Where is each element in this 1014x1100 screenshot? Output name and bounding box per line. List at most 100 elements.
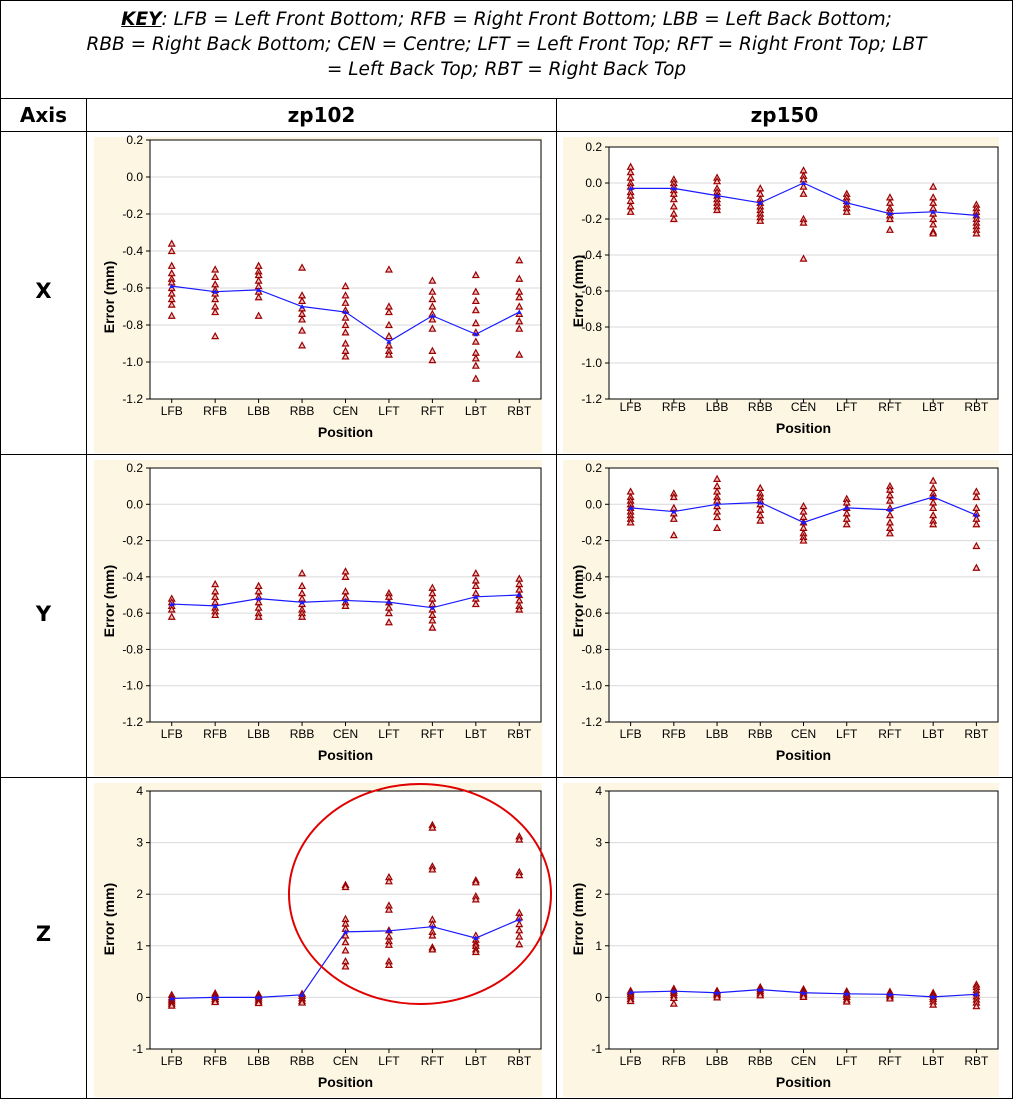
x-tick-label-x-zp102: LFT bbox=[378, 404, 400, 418]
data-point-x-zp150 bbox=[713, 205, 722, 214]
data-point-x-zp102 bbox=[384, 320, 393, 329]
data-point-y-zp102 bbox=[298, 581, 307, 590]
chart-cell-x-zp150 bbox=[557, 132, 1012, 455]
data-point-x-zp102 bbox=[211, 265, 220, 273]
chart-cell-y-zp150 bbox=[557, 455, 1012, 778]
mean-marker-z-zp102 bbox=[386, 928, 392, 933]
data-point-x-zp150 bbox=[799, 254, 808, 262]
mean-marker-y-zp150 bbox=[930, 494, 936, 500]
data-point-y-zp150 bbox=[669, 530, 678, 539]
mean-marker-z-zp150 bbox=[887, 991, 893, 997]
data-point-z-zp102 bbox=[341, 962, 350, 970]
x-tick-label-x-zp150: LFB bbox=[620, 400, 642, 414]
data-point-z-zp102 bbox=[341, 882, 350, 891]
mean-marker-z-zp150 bbox=[801, 990, 806, 995]
data-point-x-zp102 bbox=[298, 326, 307, 334]
data-point-x-zp102 bbox=[471, 318, 480, 327]
x-tick-label-z-zp150: RFT bbox=[878, 1054, 902, 1068]
data-point-z-zp102 bbox=[471, 878, 480, 886]
y-axis-title-y-zp150: Error (mm) bbox=[570, 565, 586, 637]
data-point-x-zp102 bbox=[167, 239, 176, 247]
y-tick-label-x-zp150: -1.0 bbox=[581, 356, 602, 370]
x-tick-label-x-zp150: CEN bbox=[791, 400, 816, 414]
x-axis-title-x-zp102: Position bbox=[318, 424, 373, 440]
mean-marker-y-zp150 bbox=[671, 509, 677, 514]
data-point-x-zp150 bbox=[929, 182, 938, 190]
x-tick-label-y-zp102: CEN bbox=[333, 727, 358, 741]
data-point-z-zp102 bbox=[254, 998, 263, 1007]
x-tick-label-z-zp102: LFB bbox=[161, 1054, 183, 1068]
mean-marker-y-zp102 bbox=[343, 597, 348, 603]
mean-marker-x-zp150 bbox=[973, 212, 979, 218]
x-tick-label-y-zp102: RFT bbox=[421, 727, 445, 741]
data-point-x-zp102 bbox=[211, 272, 220, 280]
mean-marker-y-zp102 bbox=[429, 605, 435, 610]
data-point-x-zp150 bbox=[885, 214, 894, 223]
data-point-y-zp150 bbox=[626, 518, 635, 526]
y-tick-label-z-zp150: 0 bbox=[595, 990, 602, 1004]
data-point-y-zp102 bbox=[428, 616, 437, 624]
x-tick-label-x-zp102: RFT bbox=[421, 404, 445, 418]
x-tick-label-x-zp150: LBT bbox=[922, 400, 945, 414]
data-point-x-zp102 bbox=[428, 276, 437, 284]
data-point-x-zp150 bbox=[669, 194, 678, 203]
data-point-x-zp150 bbox=[669, 202, 678, 210]
data-point-y-zp150 bbox=[799, 536, 808, 544]
data-point-x-zp102 bbox=[515, 255, 524, 264]
chart-cell-z-zp102 bbox=[87, 778, 557, 1098]
y-tick-label-x-zp150: 0.0 bbox=[585, 176, 602, 190]
mean-marker-x-zp102 bbox=[169, 283, 175, 289]
y-axis-title-x-zp102: Error (mm) bbox=[101, 261, 117, 333]
row-label-x: X bbox=[35, 279, 52, 303]
x-tick-label-z-zp102: RFB bbox=[203, 1054, 227, 1068]
data-point-x-zp150 bbox=[799, 189, 808, 197]
data-point-z-zp150 bbox=[929, 1000, 938, 1008]
data-point-x-zp102 bbox=[428, 346, 437, 354]
x-tick-label-y-zp150: RFT bbox=[878, 727, 902, 741]
data-point-x-zp102 bbox=[471, 374, 480, 382]
x-tick-label-y-zp150: RBB bbox=[748, 727, 773, 741]
mean-marker-y-zp102 bbox=[212, 603, 218, 608]
data-point-y-zp102 bbox=[384, 617, 393, 626]
mean-marker-x-zp150 bbox=[671, 185, 677, 191]
y-tick-label-x-zp150: -0.4 bbox=[581, 248, 602, 262]
data-point-x-zp102 bbox=[298, 315, 307, 323]
mean-marker-x-zp102 bbox=[516, 309, 522, 315]
data-point-x-zp102 bbox=[515, 324, 524, 332]
mean-marker-y-zp102 bbox=[516, 592, 522, 597]
x-tick-label-x-zp102: LBB bbox=[247, 404, 270, 418]
mean-marker-z-zp102 bbox=[516, 916, 522, 922]
y-tick-label-y-zp150: -0.6 bbox=[581, 606, 602, 620]
mean-marker-z-zp102 bbox=[299, 992, 305, 997]
x-tick-label-x-zp102: RBT bbox=[507, 404, 532, 418]
data-point-x-zp150 bbox=[885, 225, 894, 233]
y-tick-label-x-zp150: -1.2 bbox=[581, 392, 602, 406]
data-point-x-zp102 bbox=[341, 291, 350, 299]
data-point-z-zp102 bbox=[515, 932, 524, 940]
x-tick-label-y-zp150: LFT bbox=[836, 727, 858, 741]
data-point-x-zp102 bbox=[167, 261, 176, 269]
x-tick-label-x-zp102: LFB bbox=[161, 404, 183, 418]
x-tick-label-z-zp102: CEN bbox=[333, 1054, 358, 1068]
data-point-z-zp102 bbox=[167, 1001, 176, 1009]
y-tick-label-y-zp150: -0.2 bbox=[581, 534, 602, 548]
mean-marker-y-zp102 bbox=[299, 599, 305, 605]
y-tick-label-x-zp150: -0.6 bbox=[581, 284, 602, 298]
x-axis-title-z-zp102: Position bbox=[318, 1074, 373, 1090]
x-tick-label-z-zp102: LBT bbox=[465, 1054, 488, 1068]
data-point-x-zp102 bbox=[298, 263, 307, 271]
x-tick-label-z-zp150: CEN bbox=[791, 1054, 816, 1068]
x-tick-label-y-zp150: LBB bbox=[706, 727, 729, 741]
mean-marker-x-zp150 bbox=[930, 209, 936, 214]
data-point-x-zp102 bbox=[167, 300, 176, 308]
x-axis-title-x-zp150: Position bbox=[776, 420, 831, 436]
mean-marker-x-zp102 bbox=[386, 339, 392, 344]
data-point-z-zp102 bbox=[341, 937, 350, 946]
y-axis-title-y-zp102: Error (mm) bbox=[101, 565, 117, 637]
data-point-z-zp102 bbox=[428, 865, 437, 873]
data-point-y-zp150 bbox=[929, 519, 938, 528]
y-tick-label-x-zp102: -1.2 bbox=[122, 392, 143, 406]
data-point-y-zp150 bbox=[972, 519, 981, 528]
x-tick-label-y-zp102: LBT bbox=[465, 727, 488, 741]
y-tick-label-y-zp150: 0.0 bbox=[585, 497, 602, 511]
